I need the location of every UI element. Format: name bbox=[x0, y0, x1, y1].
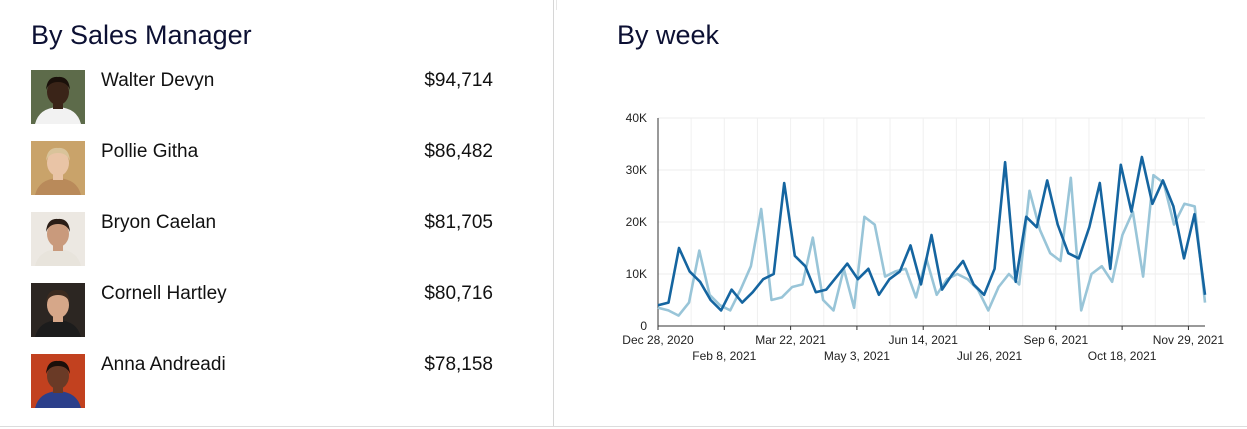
manager-row: Bryon Caelan $81,705 bbox=[31, 212, 501, 266]
manager-row: Cornell Hartley $80,716 bbox=[31, 283, 501, 337]
x-tick-label: Mar 22, 2021 bbox=[755, 333, 826, 347]
manager-sales-value: $78,158 bbox=[424, 354, 493, 375]
y-tick-label: 0 bbox=[640, 319, 647, 333]
by-week-title: By week bbox=[617, 20, 720, 50]
manager-sales-value: $80,716 bbox=[424, 283, 493, 304]
manager-sales-value: $81,705 bbox=[424, 212, 493, 233]
x-tick-label: Nov 29, 2021 bbox=[1153, 333, 1225, 347]
manager-name: Walter Devyn bbox=[101, 70, 215, 91]
sales-manager-list: Walter Devyn $94,714 Pollie Githa $86,482 Br… bbox=[31, 70, 501, 425]
manager-name: Anna Andreadi bbox=[101, 354, 226, 375]
avatar bbox=[31, 283, 85, 337]
manager-row: Walter Devyn $94,714 bbox=[31, 70, 501, 124]
sales-manager-title: By Sales Manager bbox=[31, 20, 252, 50]
y-tick-label: 10K bbox=[626, 267, 647, 281]
avatar bbox=[31, 212, 85, 266]
avatar bbox=[31, 141, 85, 195]
x-tick-label: May 3, 2021 bbox=[824, 349, 890, 363]
series-line bbox=[657, 155, 1207, 312]
x-tick-label: Dec 28, 2020 bbox=[622, 333, 694, 347]
manager-row: Pollie Githa $86,482 bbox=[31, 141, 501, 195]
panel-divider bbox=[553, 0, 554, 426]
manager-row: Anna Andreadi $78,158 bbox=[31, 354, 501, 408]
y-tick-label: 40K bbox=[626, 111, 647, 125]
series-line bbox=[657, 173, 1207, 317]
manager-sales-value: $94,714 bbox=[424, 70, 493, 91]
sales-manager-panel: By Sales Manager Walter Devyn $94,714 Poll… bbox=[0, 0, 553, 426]
avatar bbox=[31, 70, 85, 124]
manager-sales-value: $86,482 bbox=[424, 141, 493, 162]
manager-name: Cornell Hartley bbox=[101, 283, 227, 304]
y-tick-label: 30K bbox=[626, 163, 647, 177]
bottom-divider bbox=[0, 426, 1247, 427]
panel-divider-top bbox=[556, 0, 557, 10]
by-week-panel: By week 0 10K 20K 30K 40K Dec 28, 2020 Feb 8, … bbox=[557, 0, 1247, 426]
x-tick-label: Jul 26, 2021 bbox=[957, 349, 1023, 363]
x-tick-label: Jun 14, 2021 bbox=[889, 333, 959, 347]
x-tick-label: Oct 18, 2021 bbox=[1088, 349, 1157, 363]
manager-name: Bryon Caelan bbox=[101, 212, 217, 233]
x-tick-label: Feb 8, 2021 bbox=[692, 349, 756, 363]
x-tick-label: Sep 6, 2021 bbox=[1023, 333, 1088, 347]
avatar bbox=[31, 354, 85, 408]
y-tick-label: 20K bbox=[626, 215, 647, 229]
manager-name: Pollie Githa bbox=[101, 141, 199, 162]
weekly-sales-line-chart: 0 10K 20K 30K 40K Dec 28, 2020 Feb 8, 2021 Mar … bbox=[622, 111, 1225, 363]
